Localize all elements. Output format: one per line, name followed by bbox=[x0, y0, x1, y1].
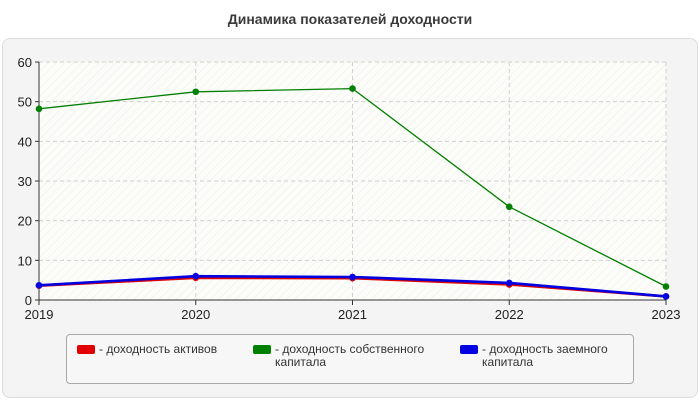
legend-swatch-equity bbox=[253, 345, 271, 354]
x-tick-label: 2020 bbox=[181, 307, 210, 322]
x-tick-label: 2021 bbox=[338, 307, 367, 322]
y-tick-label: 20 bbox=[18, 214, 32, 229]
chart-title: Динамика показателей доходности bbox=[227, 11, 473, 27]
data-point bbox=[662, 293, 670, 300]
y-tick-label: 50 bbox=[18, 95, 32, 110]
legend: - доходность активов - доходность собств… bbox=[66, 334, 634, 384]
data-point bbox=[505, 203, 513, 211]
data-point bbox=[192, 88, 200, 96]
x-tick-label: 2022 bbox=[495, 307, 524, 322]
y-tick-label: 0 bbox=[25, 293, 32, 308]
data-point bbox=[192, 272, 200, 280]
x-tick-label: 2019 bbox=[25, 307, 54, 322]
x-tick-label: 2023 bbox=[652, 307, 681, 322]
data-point bbox=[505, 279, 513, 287]
data-point bbox=[349, 85, 356, 92]
legend-swatch-debt bbox=[460, 345, 478, 354]
y-tick-label: 40 bbox=[18, 134, 32, 149]
data-point bbox=[35, 282, 43, 289]
y-tick-label: 60 bbox=[18, 55, 32, 70]
data-point bbox=[662, 283, 670, 290]
y-tick-label: 10 bbox=[18, 253, 32, 268]
data-point bbox=[349, 273, 356, 281]
legend-swatch-assets bbox=[77, 345, 95, 354]
legend-label-equity: - доходность собственного капитала bbox=[275, 342, 425, 369]
data-point bbox=[35, 105, 43, 113]
y-tick-label: 30 bbox=[18, 174, 32, 189]
legend-label-assets: - доходность активов bbox=[99, 342, 218, 356]
legend-label-debt: - доходность заемного капитала bbox=[482, 342, 608, 369]
